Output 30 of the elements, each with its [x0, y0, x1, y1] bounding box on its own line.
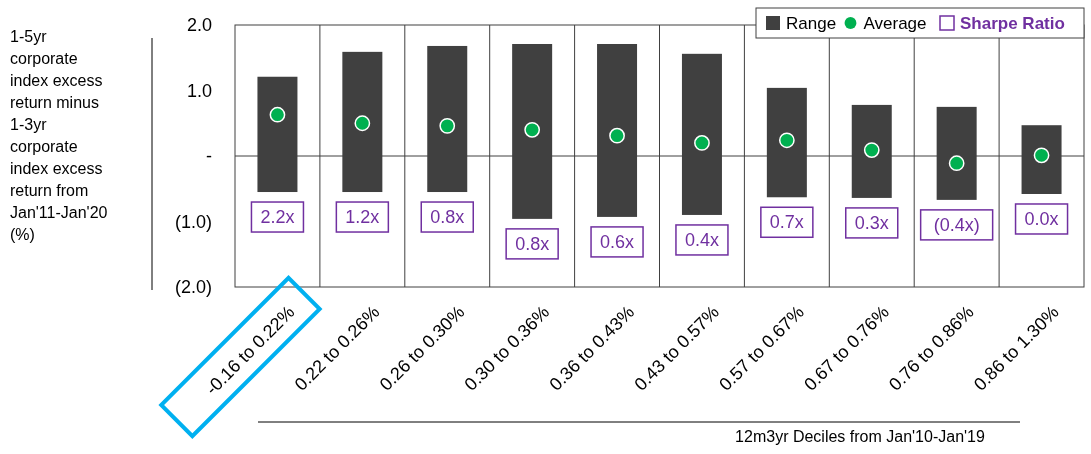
x-axis-title: 12m3yr Deciles from Jan'10-Jan'19: [735, 428, 985, 445]
text: 1-5yr corporate index excess return minus 1-3yr corporate index excess return from Jan'11-Jan'20 (%): [10, 28, 108, 243]
annotation: (0.4x): [933, 214, 980, 235]
point: [609, 127, 625, 144]
y-tick-label: -: [206, 146, 212, 166]
point: [354, 115, 371, 132]
annotation: 0.8x: [515, 233, 550, 254]
point: [524, 121, 541, 138]
annotation: 0.0x: [1024, 208, 1059, 229]
legend-label: Range: [786, 13, 837, 33]
y-tick-label: 1.0: [186, 80, 212, 101]
point: [948, 155, 965, 172]
legend-label: Sharpe Ratio: [960, 13, 1065, 33]
annotation: 0.7x: [769, 212, 804, 233]
annotation: 0.3x: [854, 212, 889, 233]
point: [778, 132, 795, 149]
legend-label: Average: [863, 13, 927, 33]
annotation: 0.8x: [430, 207, 465, 228]
y-tick-label: (1.0): [174, 211, 212, 232]
annotation: 0.4x: [684, 229, 719, 250]
point: [694, 135, 710, 151]
annotation: 0.6x: [600, 231, 635, 252]
annotation: 2.2x: [260, 207, 295, 228]
y-tick-label: 2.0: [186, 15, 212, 35]
point: [269, 106, 286, 123]
annotation: 1.2x: [345, 207, 380, 228]
point: [863, 142, 880, 158]
point: [1033, 147, 1050, 164]
y-tick-label: (2.0): [174, 277, 212, 297]
point: [439, 118, 456, 134]
